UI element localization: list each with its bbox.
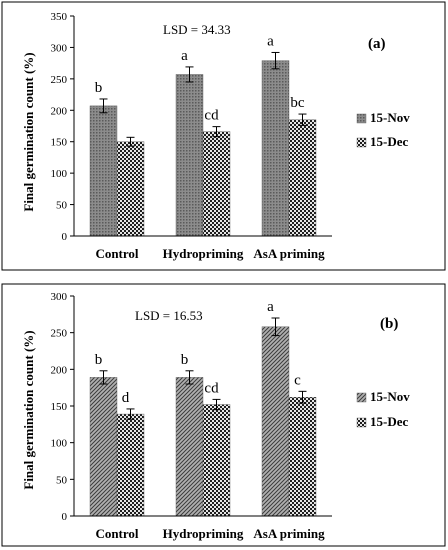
x-tick-labels: Control Hydropriming AsA priming: [95, 246, 325, 261]
y-tick-label: 200: [51, 105, 68, 117]
x-tick-label: AsA priming: [253, 246, 325, 261]
x-tick-label: Hydropriming: [163, 246, 244, 261]
bar: [89, 377, 118, 517]
y-tick-label: 350: [51, 11, 68, 23]
legend-swatch: [356, 392, 367, 403]
y-tick-label: 50: [56, 200, 68, 212]
y-tick-label: 50: [56, 474, 68, 486]
significance-letter: cd: [204, 380, 219, 396]
y-tick-label: 150: [51, 401, 68, 413]
error-bars: [99, 51, 307, 147]
bars: [89, 326, 317, 517]
y-axis-label: Final germination count (%): [21, 52, 36, 211]
significance-letters: b a cd a bc: [95, 33, 305, 123]
bar: [116, 413, 145, 517]
bar: [288, 119, 317, 237]
legend-swatch: [356, 137, 367, 148]
bar: [89, 105, 118, 237]
y-tick-label: 250: [51, 328, 68, 340]
significance-letter: d: [122, 390, 130, 406]
y-tick-label: 150: [51, 137, 68, 149]
y-tick-label: 250: [51, 74, 68, 86]
legend-label: 15-Nov: [370, 389, 410, 404]
x-tick-label: Control: [95, 246, 138, 261]
y-tick-label: 0: [62, 231, 68, 243]
chart-panel-a: Final germination count (%) LSD = 34.33 …: [1, 1, 446, 271]
significance-letter: b: [95, 80, 103, 96]
bar: [202, 404, 231, 517]
y-tick-label: 100: [51, 438, 68, 450]
y-tick-label: 100: [51, 168, 68, 180]
lsd-annotation: LSD = 34.33: [163, 22, 231, 37]
x-tick-label: AsA priming: [253, 526, 325, 541]
lsd-annotation: LSD = 16.53: [135, 308, 203, 323]
y-ticks: 0 50 100 150 200 250 300 350: [51, 11, 74, 243]
panel-label: (b): [380, 316, 398, 332]
significance-letter: a: [267, 299, 274, 315]
legend-label: 15-Nov: [370, 110, 410, 125]
bar: [261, 60, 290, 237]
x-tick-labels: Control Hydropriming AsA priming: [95, 526, 325, 541]
significance-letter: b: [95, 352, 103, 368]
bar: [175, 377, 204, 517]
y-ticks: 0 50 100 150 200 250 300: [51, 291, 74, 523]
significance-letter: c: [294, 372, 301, 388]
y-tick-label: 300: [51, 291, 68, 303]
significance-letter: cd: [204, 108, 219, 124]
y-tick-label: 300: [51, 42, 68, 54]
panel-frame: [1, 1, 446, 271]
legend-swatch: [356, 113, 367, 124]
error-bars: [99, 317, 307, 420]
bar: [202, 131, 231, 237]
legend: 15-Nov 15-Dec: [356, 110, 410, 149]
y-axis-label: Final germination count (%): [21, 330, 36, 489]
chart-panel-b: Final germination count (%) LSD = 16.53 …: [1, 283, 446, 547]
bar: [116, 141, 145, 237]
panel-label: (a): [368, 36, 386, 52]
x-tick-label: Hydropriming: [163, 526, 244, 541]
x-tick-label: Control: [95, 526, 138, 541]
y-tick-label: 0: [62, 511, 68, 523]
significance-letter: a: [181, 48, 188, 64]
legend-label: 15-Dec: [370, 134, 408, 149]
bar: [288, 397, 317, 517]
bar: [261, 326, 290, 517]
y-tick-label: 200: [51, 364, 68, 376]
bar: [175, 74, 204, 237]
legend: 15-Nov 15-Dec: [356, 389, 410, 429]
significance-letter: a: [267, 33, 274, 49]
panel-frame: [1, 283, 446, 547]
bars: [89, 60, 317, 237]
legend-swatch: [356, 417, 367, 428]
significance-letter: b: [181, 352, 189, 368]
legend-label: 15-Dec: [370, 414, 408, 429]
significance-letter: bc: [290, 95, 305, 111]
